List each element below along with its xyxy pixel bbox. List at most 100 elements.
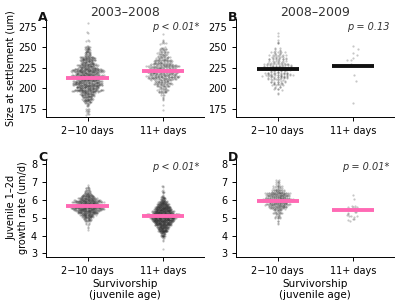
Point	[161, 196, 168, 201]
Point	[159, 57, 165, 62]
Point	[90, 207, 96, 212]
Point	[82, 53, 89, 58]
Point	[152, 216, 159, 221]
Point	[156, 75, 162, 80]
Point	[161, 211, 167, 216]
Point	[90, 63, 96, 68]
Point	[155, 217, 161, 222]
Point	[156, 64, 162, 69]
Point	[155, 84, 162, 89]
Point	[80, 54, 86, 59]
Point	[89, 208, 96, 213]
Point	[280, 205, 287, 210]
Point	[159, 228, 166, 233]
Point	[75, 67, 81, 72]
Point	[82, 73, 89, 78]
Point	[83, 209, 90, 214]
Point	[169, 64, 176, 69]
Point	[278, 75, 284, 80]
Point	[160, 192, 166, 197]
Point	[288, 196, 294, 201]
Point	[167, 216, 173, 221]
Point	[164, 203, 170, 208]
Point	[278, 70, 284, 75]
Point	[159, 230, 166, 234]
Point	[72, 206, 78, 211]
Point	[88, 82, 95, 87]
Point	[84, 63, 91, 68]
Point	[85, 215, 91, 220]
Point	[86, 61, 93, 66]
Point	[160, 204, 167, 209]
Point	[158, 208, 165, 213]
Point	[83, 83, 89, 88]
Point	[77, 210, 83, 215]
Point	[91, 69, 97, 74]
Point	[81, 76, 87, 81]
Point	[90, 195, 96, 200]
Point	[94, 196, 100, 201]
Point	[94, 198, 101, 203]
Point	[272, 211, 279, 215]
Point	[76, 205, 83, 210]
Point	[274, 213, 281, 218]
Point	[150, 71, 156, 76]
Point	[94, 211, 100, 215]
Point	[155, 220, 161, 225]
Point	[89, 200, 95, 205]
Point	[88, 94, 94, 99]
Point	[150, 211, 157, 216]
Point	[76, 78, 83, 83]
Point	[291, 66, 298, 71]
Point	[86, 51, 92, 56]
Point	[87, 214, 93, 218]
Point	[79, 84, 86, 89]
Point	[161, 92, 168, 97]
Point	[160, 79, 167, 84]
Point	[173, 65, 179, 70]
Point	[78, 77, 84, 82]
Point	[82, 66, 89, 71]
Point	[88, 196, 94, 201]
Point	[100, 73, 107, 78]
Point	[267, 198, 274, 203]
Point	[164, 225, 171, 230]
Point	[79, 79, 85, 84]
Point	[81, 98, 88, 103]
Point	[88, 215, 94, 220]
Point	[170, 76, 176, 81]
Point	[268, 191, 274, 196]
Point	[278, 203, 285, 208]
Point	[92, 212, 99, 217]
Point	[81, 93, 88, 98]
Point	[156, 202, 162, 207]
Point	[149, 69, 155, 74]
Point	[272, 84, 278, 89]
Point	[160, 229, 166, 233]
Point	[88, 56, 95, 61]
Point	[76, 73, 82, 78]
Point	[98, 68, 104, 73]
Point	[276, 180, 283, 185]
Point	[70, 68, 76, 73]
Point	[88, 63, 94, 68]
Point	[81, 61, 88, 65]
Point	[74, 69, 80, 74]
Point	[157, 211, 163, 216]
Point	[284, 61, 290, 66]
Point	[88, 213, 94, 218]
Point	[158, 92, 165, 97]
Point	[78, 199, 84, 203]
Point	[276, 65, 282, 70]
Point	[78, 208, 84, 213]
Point	[99, 205, 105, 210]
Point	[160, 233, 166, 238]
Point	[159, 212, 166, 217]
Point	[84, 208, 91, 213]
Point	[76, 83, 82, 88]
Point	[80, 212, 86, 217]
Point	[162, 40, 169, 45]
Point	[158, 210, 164, 215]
Point	[76, 203, 83, 208]
Point	[160, 232, 166, 237]
